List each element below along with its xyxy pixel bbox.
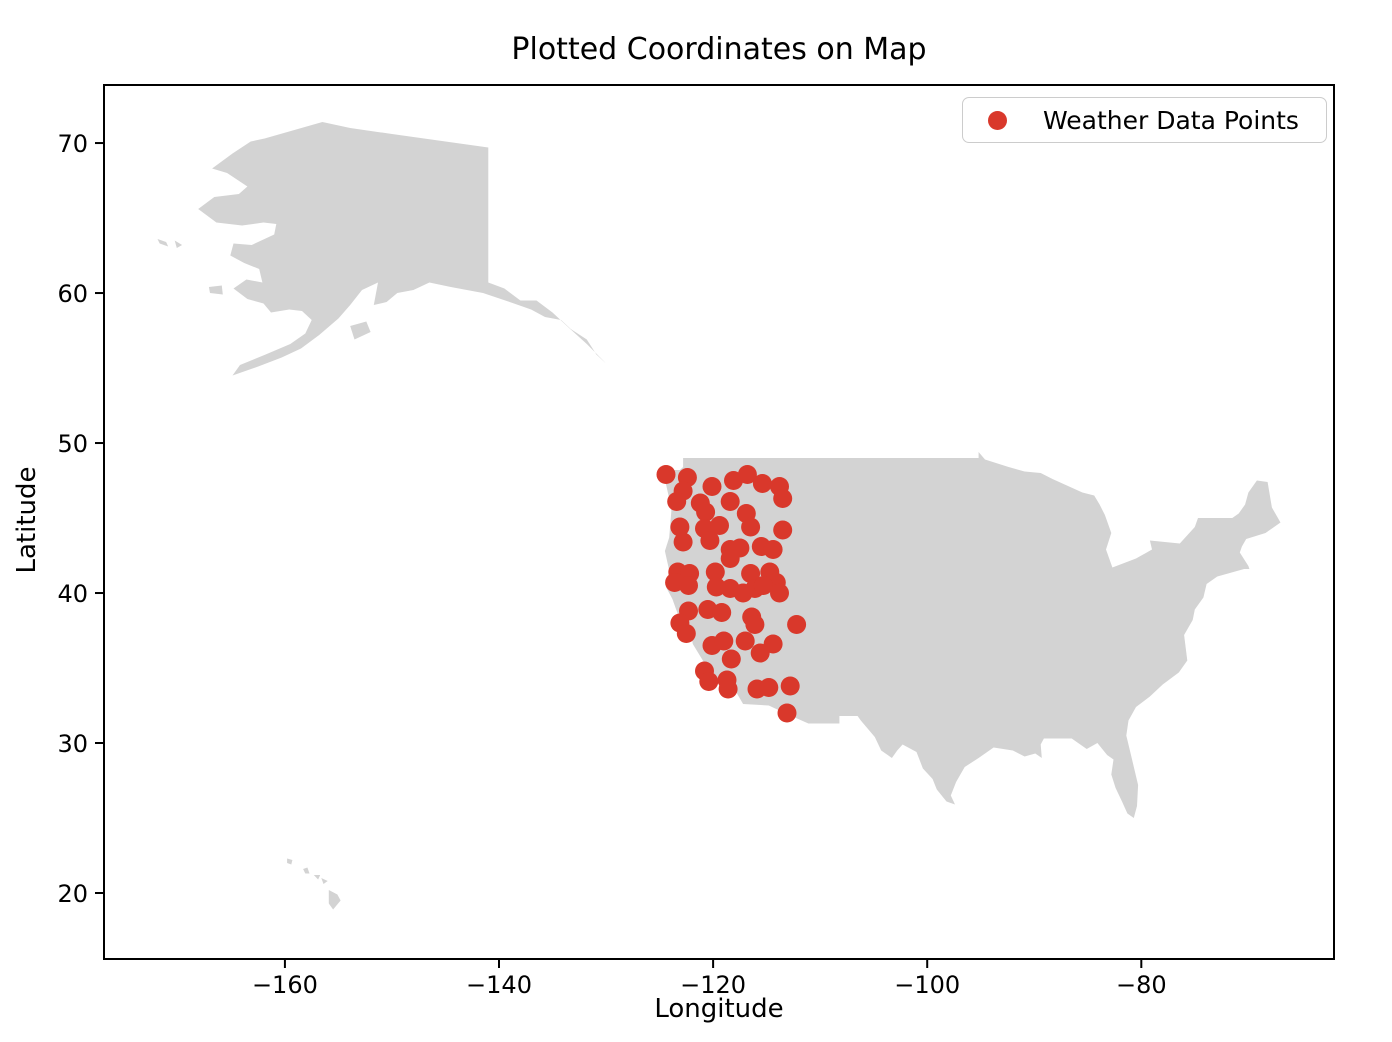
y-tick-label: 20 [57, 880, 88, 908]
scatter-point [676, 624, 696, 643]
x-tick-label: −100 [894, 971, 960, 999]
x-axis-label: Longitude [654, 994, 784, 1024]
scatter-point [787, 615, 807, 634]
scatter-point [745, 615, 765, 634]
scatter-point [700, 531, 720, 550]
island-shape [174, 240, 183, 248]
scatter-point [763, 540, 783, 559]
island-shape [157, 239, 169, 247]
scatter-point [710, 516, 729, 535]
scatter-point [656, 465, 676, 484]
x-tick-label: −160 [252, 971, 318, 999]
y-tick-label: 40 [57, 580, 88, 608]
scatter-point [699, 672, 719, 691]
scatter-point [753, 576, 773, 595]
scatter-point [702, 477, 722, 496]
scatter-point [777, 703, 797, 723]
hawaii-island-shape [303, 867, 310, 874]
alaska-shape [198, 122, 607, 376]
y-axis-label: Latitude [12, 466, 42, 574]
legend-box: Weather Data Points [962, 97, 1327, 143]
scatter-point [667, 492, 687, 511]
y-tick-label: 50 [57, 430, 88, 458]
scatter-point [714, 631, 734, 651]
x-tick-label: −140 [466, 971, 532, 999]
hawaii-island-shape [328, 890, 341, 910]
scatter-point [759, 678, 779, 697]
scatter-point [780, 676, 800, 696]
scatter-point [718, 679, 738, 699]
y-tick-label: 60 [57, 280, 88, 308]
scatter-point [720, 492, 740, 511]
scatter-point [770, 583, 789, 603]
scatter-point [696, 502, 716, 522]
island-shape [350, 321, 371, 340]
island-shape [208, 285, 223, 295]
scatter-point [773, 520, 793, 540]
y-tick-label: 70 [57, 130, 88, 158]
scatter-point [721, 649, 741, 669]
plot-border [103, 84, 1335, 960]
scatter-point [670, 517, 690, 537]
scatter-point [706, 577, 726, 597]
scatter-point [752, 474, 772, 493]
x-tick-label: −80 [1116, 971, 1167, 999]
legend-label: Weather Data Points [1043, 105, 1299, 135]
hawaii-island-shape [321, 878, 328, 884]
scatter-point [741, 564, 761, 583]
red-dot-icon [988, 110, 1007, 130]
x-tick-label: −120 [680, 971, 746, 999]
scatter-point [679, 576, 698, 595]
scatter-point [705, 562, 725, 582]
y-tick-label: 30 [57, 730, 88, 758]
chart-title: Plotted Coordinates on Map [511, 32, 927, 67]
scatter-point [741, 517, 761, 537]
scatter-point [733, 583, 753, 603]
scatter-point [712, 603, 732, 622]
scatter-point [773, 489, 793, 508]
hawaii-island-shape [287, 858, 293, 865]
scatter-point [673, 532, 693, 552]
scatter-point [735, 631, 755, 651]
scatter-point [720, 549, 740, 568]
us-mainland-shape [662, 452, 1281, 818]
scatter-point [737, 465, 757, 484]
scatter-point [750, 643, 770, 663]
hawaii-island-shape [313, 875, 321, 880]
